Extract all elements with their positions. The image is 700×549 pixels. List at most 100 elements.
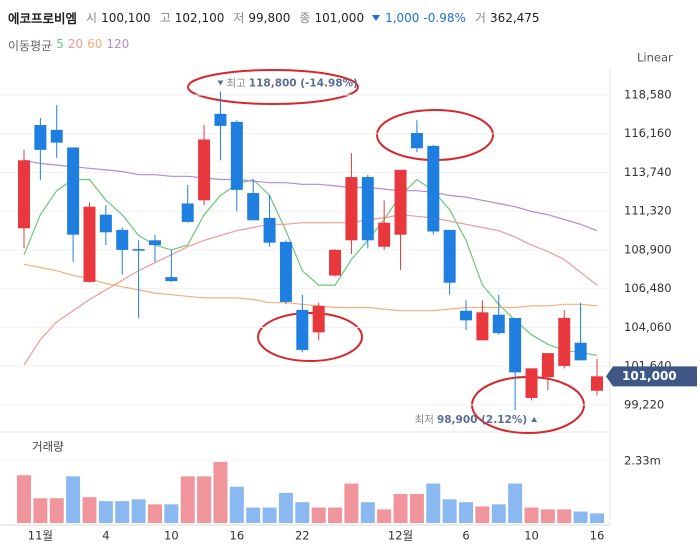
volume-bar <box>459 502 474 523</box>
price-badge-label: 101,000 <box>622 369 677 383</box>
moving-average-line <box>23 214 598 366</box>
candle-body <box>312 305 325 333</box>
x-tick-label: 10 <box>164 529 179 543</box>
volume-bar <box>508 483 523 523</box>
y-tick-label: 118,580 <box>624 87 672 101</box>
volume-title: 거래량 <box>32 440 64 454</box>
candle-body <box>345 177 358 241</box>
down-arrow <box>372 14 381 21</box>
header-value: 101,000 <box>314 10 365 25</box>
volume-bar <box>590 513 604 523</box>
volume-bar <box>344 483 359 523</box>
x-tick-label: 6 <box>462 529 469 543</box>
candle-body <box>132 249 145 251</box>
volume-bar <box>229 486 244 523</box>
candle-body <box>296 309 309 350</box>
volume-bar <box>246 507 261 523</box>
volume-bar <box>311 507 326 523</box>
header-label: 거 <box>474 11 486 25</box>
y-tick-label: 104,060 <box>624 320 672 334</box>
header-value: 99,800 <box>248 10 291 25</box>
x-tick-label: 4 <box>102 529 109 543</box>
volume-bar <box>524 507 539 523</box>
candle-body <box>279 241 292 302</box>
x-tick-label: 16 <box>590 529 605 543</box>
candle-body <box>18 160 30 229</box>
candle-body <box>148 240 161 246</box>
stock-name: 에코프로비엠 <box>8 11 78 26</box>
volume-bar <box>147 504 162 523</box>
arrow-shape <box>372 14 381 21</box>
volume-bar <box>475 506 490 523</box>
volume-bar <box>409 493 424 523</box>
moving-average-line <box>23 159 598 232</box>
y-tick-label: 113,740 <box>624 165 672 179</box>
volume-bar <box>197 476 212 523</box>
volume-bar <box>115 501 130 523</box>
candle-body <box>361 177 374 241</box>
legend-entry: 5 <box>56 37 64 51</box>
volume-bar <box>17 475 31 523</box>
volume-bar <box>278 492 293 523</box>
candle-body <box>427 145 440 232</box>
header-label: 종 <box>299 11 311 25</box>
volume-tick-label: 2.33m <box>624 453 661 467</box>
volume-bar <box>33 498 48 523</box>
header-value: 100,100 <box>101 10 151 25</box>
candle-body <box>67 147 80 235</box>
highlight-ellipse <box>187 69 359 105</box>
header: 에코프로비엠 시 100,100 고 102,100 저 99,800 종 101,000 1,… <box>8 8 540 27</box>
volume-bar <box>164 504 179 523</box>
candle-body <box>247 193 260 221</box>
candle-body <box>541 353 554 378</box>
candle-body <box>214 113 227 126</box>
legend-entry: 20 <box>67 37 84 51</box>
candle-body <box>230 121 243 190</box>
volume-bar <box>180 476 195 523</box>
volume-bar <box>393 493 408 523</box>
candle-body <box>116 229 129 250</box>
candle-body <box>198 139 211 201</box>
candle-body <box>378 222 391 247</box>
y-tick-label: 116,160 <box>624 126 672 140</box>
candle-body <box>558 317 571 366</box>
header-label: 시 <box>86 11 98 25</box>
highlights <box>187 69 585 434</box>
annotation-text: 98,900 (2.12%) <box>437 414 527 426</box>
high-marker <box>217 80 224 86</box>
volume-bar <box>98 501 113 523</box>
annotation-text: 118,800 (-14.98%) <box>249 77 358 89</box>
candle-body <box>165 277 178 282</box>
volume-bar <box>360 502 375 523</box>
candle-body <box>525 368 538 398</box>
volume-bar <box>82 497 97 523</box>
volume-bar <box>295 502 310 523</box>
y-tick-label: 99,220 <box>624 397 664 411</box>
volume-bar <box>49 498 64 523</box>
y-tick-label: 111,320 <box>624 204 672 218</box>
legend-entry: 60 <box>87 37 103 51</box>
candle-body <box>83 206 96 282</box>
x-tick-label: 12월 <box>388 529 413 543</box>
legend: 이동평균 5 20 60 120 <box>8 37 129 54</box>
candle-body <box>410 133 423 149</box>
header-label: 저 <box>233 11 245 25</box>
moving-average-line <box>23 263 598 312</box>
volume-bar <box>131 499 146 523</box>
candle-body <box>181 203 194 222</box>
x-tick-label: 10 <box>524 529 539 543</box>
header-value: 102,100 <box>174 10 225 25</box>
header-value: 362,475 <box>489 10 540 25</box>
candle-body <box>591 376 603 391</box>
volume-bar <box>442 499 457 523</box>
change: 1,000 <box>385 10 420 25</box>
volume-bar <box>426 483 441 523</box>
annotation-label: 최고 <box>226 77 246 89</box>
volume-bar <box>262 507 277 523</box>
x-tick-label: 11월 <box>28 529 53 543</box>
candle-body <box>492 314 505 334</box>
header-label: 고 <box>159 11 171 25</box>
volume-bar <box>573 511 588 523</box>
y-tick-label: 108,900 <box>624 242 672 256</box>
